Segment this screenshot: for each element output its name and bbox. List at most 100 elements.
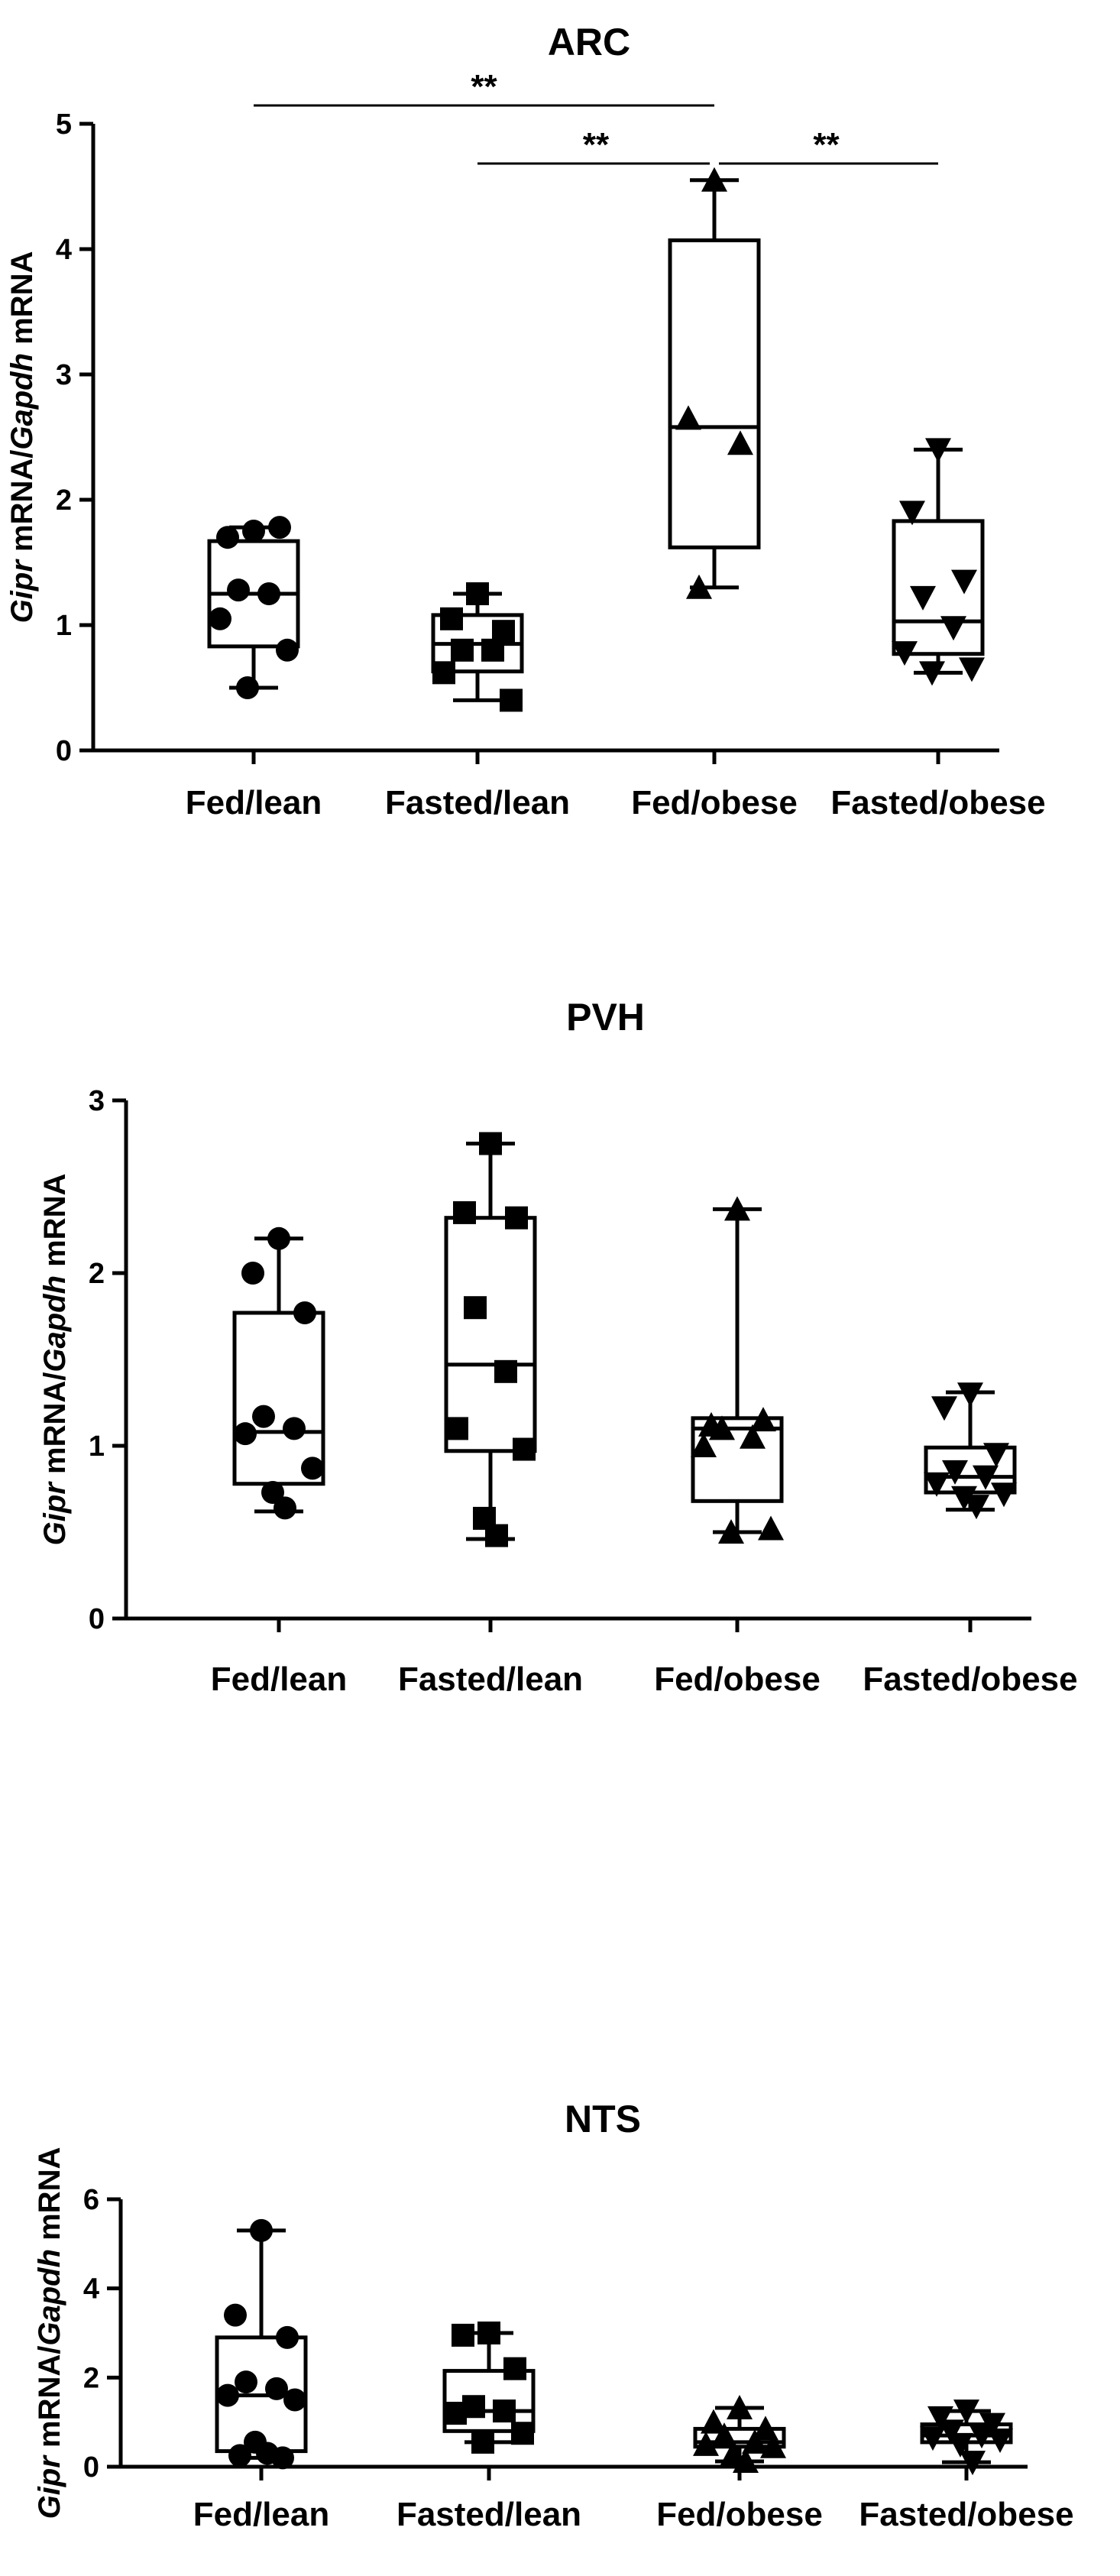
y-axis-label-part: Gapdh [38,1275,72,1372]
y-axis-label-part: Gapdh [33,2249,66,2346]
data-point [268,516,291,540]
data-point [283,2388,306,2412]
significance-label: ** [813,126,840,164]
data-point [693,2431,719,2456]
box-iqr [444,1216,537,1453]
data-point [724,1196,750,1221]
x-tick-label: Fasted/obese [863,1661,1077,1698]
data-point [718,1519,744,1544]
y-axis-label-part: mRNA/ [33,2346,66,2456]
y-tick-label: 4 [83,2273,99,2305]
data-point [957,1382,983,1408]
y-axis-label: Gipr mRNA/Gapdh mRNA [33,2147,66,2519]
chart-title: ARC [548,21,630,63]
data-point [740,1424,766,1449]
data-point [250,2218,273,2242]
data-point [959,657,985,682]
y-axis-label-part: Gipr [38,1481,72,1546]
y-tick-label: 2 [89,1258,105,1290]
x-tick-label: Fed/lean [186,784,322,821]
data-point [271,2446,294,2470]
x-tick-label: Fasted/obese [859,2496,1073,2533]
data-point [727,2395,753,2419]
data-point [503,2357,526,2380]
data-point [445,1417,468,1440]
y-tick-label: 1 [89,1431,105,1463]
data-point [892,641,918,666]
x-tick-label: Fasted/lean [397,2496,581,2533]
y-tick-label: 0 [83,2451,99,2484]
box-Fasted/lean [442,2322,536,2454]
data-point [500,689,523,712]
data-point [733,2448,759,2473]
box-Fed/obese [668,167,761,599]
data-point [241,1262,264,1285]
data-point [951,1486,977,1511]
box-Fed/obese [693,2395,786,2473]
y-axis-label-part: mRNA/ [38,1372,72,1482]
data-point [938,2419,964,2445]
data-point [236,676,259,699]
box-Fed/lean [232,1226,325,1520]
data-point [216,2383,239,2407]
data-point [235,2370,257,2394]
data-point [464,1296,487,1320]
y-axis-label-part: mRNA/ [5,450,39,560]
box-Fasted/lean [444,1132,537,1547]
box-iqr [693,2426,786,2449]
data-point [274,1496,296,1520]
data-point [686,574,712,599]
data-point [960,2451,986,2476]
y-axis-label-part: mRNA [33,2147,66,2249]
data-point [301,1456,324,1480]
box-iqr [691,1416,784,1503]
x-tick-label: Fasted/obese [830,784,1045,821]
data-point [951,569,977,595]
data-point [453,1201,476,1224]
box-Fasted/obese [892,438,985,686]
y-tick-label: 3 [89,1085,105,1117]
data-point [701,2409,727,2434]
y-axis-label-part: mRNA [38,1174,72,1275]
data-point [942,1460,968,1485]
data-point [432,661,455,685]
data-point [257,582,280,605]
y-axis-label: Gipr mRNA/Gapdh mRNA [5,251,39,624]
y-tick-label: 5 [56,109,72,141]
data-point [234,1422,257,1446]
data-point [216,526,239,549]
y-axis-label-part: mRNA [5,251,39,353]
data-point [261,1481,284,1505]
chart-arc: ARC 0 1 2 3 4 5 Gipr mRNA/Gapdh mRNA Fed/lean Fas… [5,21,1046,821]
data-point [276,2325,299,2349]
y-axis-label-part: Gipr [33,2454,66,2519]
data-point [505,1206,528,1230]
y-tick-label: 4 [56,234,72,266]
data-point [899,501,925,526]
data-point [242,520,265,543]
box-Fasted/obese [924,1382,1017,1520]
chart-title: PVH [566,996,645,1039]
y-tick-label: 6 [83,2184,99,2216]
box-Fasted/lean [431,582,524,712]
data-point [931,1396,957,1421]
data-point [963,1495,989,1520]
data-point [228,2444,251,2467]
data-point [209,607,231,630]
significance-label: ** [471,68,497,105]
chart-pvh: PVH 0 1 2 3 Gipr mRNA/Gapdh mRNA Fed/lean Faste… [38,996,1078,1698]
data-point [919,661,945,686]
data-point [224,2303,247,2327]
data-point [283,1417,306,1440]
data-point [452,2323,474,2347]
data-point [987,2429,1013,2453]
x-tick-label: Fed/lean [193,2496,330,2533]
data-point [466,582,489,605]
data-point [511,2422,534,2445]
box-iqr [892,519,985,656]
data-point [709,1415,735,1440]
data-point [444,2402,467,2425]
data-point [925,438,951,463]
data-point [753,2416,778,2441]
